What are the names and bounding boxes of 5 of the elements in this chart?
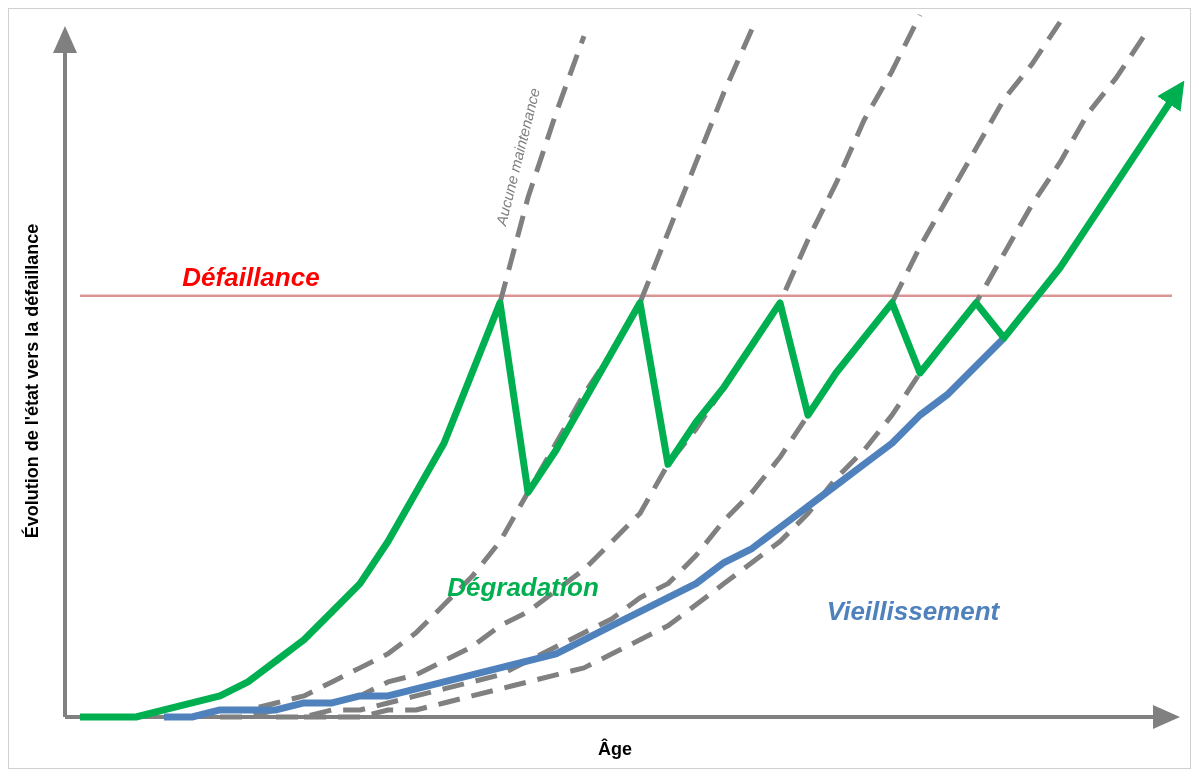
x-axis-title: Âge <box>597 738 633 759</box>
ref-line-label: Défaillance <box>182 261 320 292</box>
y-axis-title: Évolution de l'état vers la défaillance <box>21 223 42 539</box>
text: Vieillissement <box>826 596 1001 626</box>
text: Dégradation <box>447 572 599 602</box>
